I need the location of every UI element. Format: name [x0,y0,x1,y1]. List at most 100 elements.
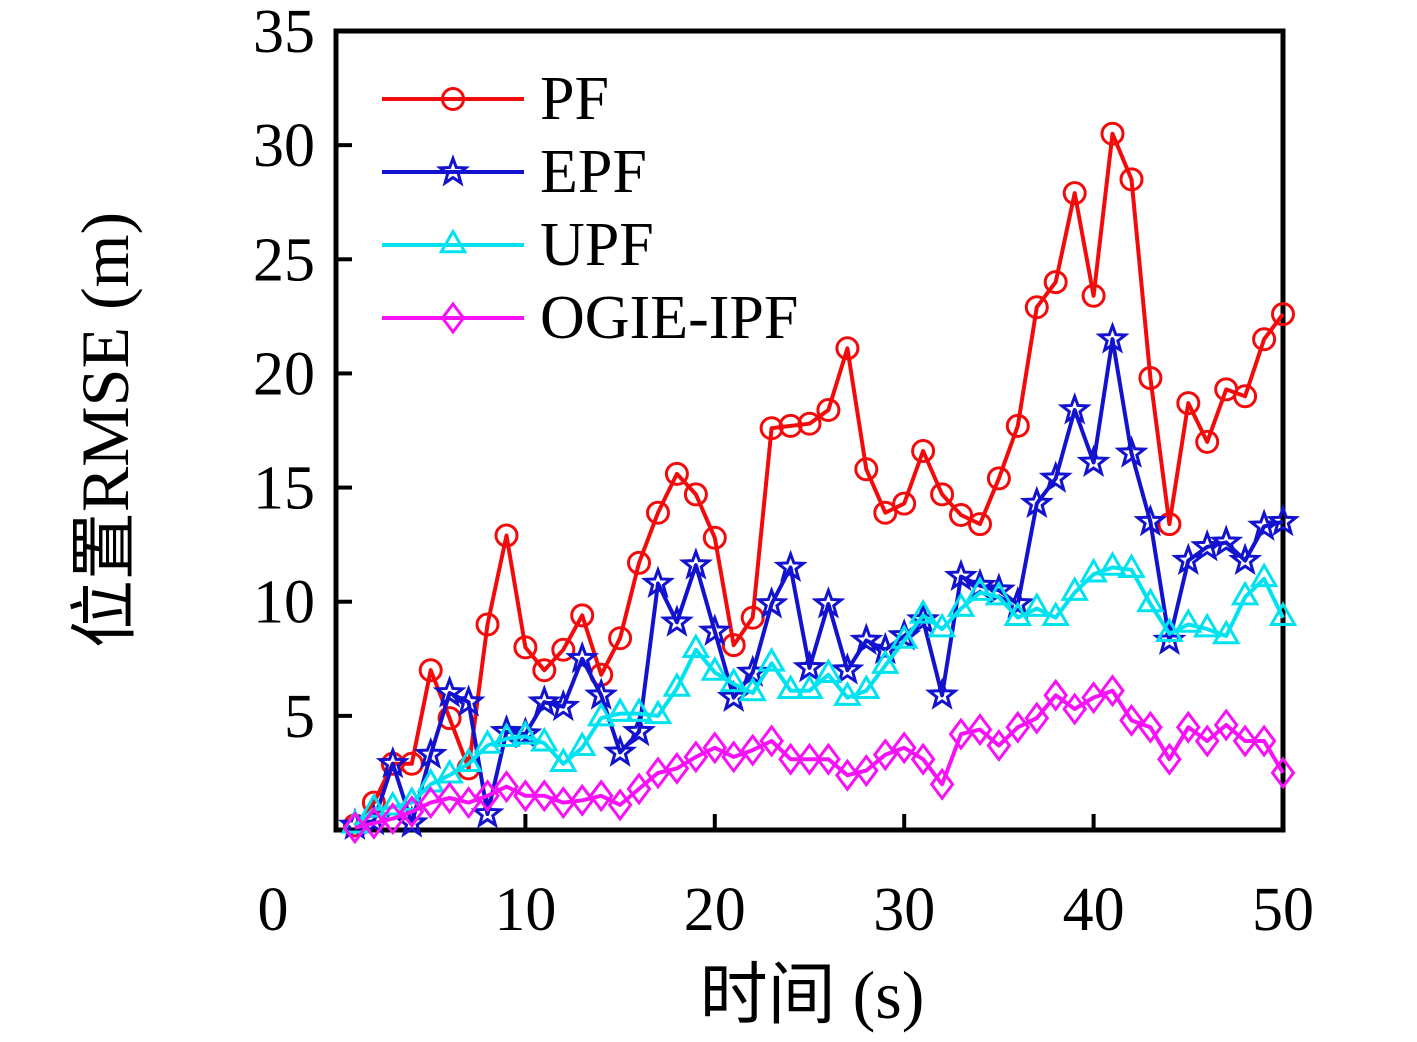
marker-PF [759,416,784,441]
marker-OGIE-IPF [1157,742,1182,776]
marker-EPF [1171,542,1206,576]
marker-PF [930,482,955,507]
marker-UPF [946,592,976,617]
marker-EPF [584,677,619,710]
marker-EPF [1209,524,1244,557]
marker-OGIE-IPF [910,742,936,776]
marker-UPF [927,612,957,638]
y-tick-label: 25 [253,226,315,294]
legend-label: UPF [540,210,654,279]
marker-PF [513,635,538,660]
marker-EPF [811,586,846,619]
marker-PF [683,482,708,507]
marker-EPF [925,677,960,710]
marker-OGIE-IPF [531,779,557,813]
y-tick-label: 5 [284,683,315,751]
marker-PF [1138,366,1163,390]
marker-EPF [451,684,486,717]
x-tick-label: 10 [494,876,556,944]
marker-EPF [470,796,505,829]
marker-OGIE-IPF [1251,724,1277,758]
marker-UPF [795,674,824,699]
marker-UPF [1041,601,1070,626]
marker-OGIE-IPF [588,779,614,813]
marker-UPF [511,719,540,745]
marker-PF [1119,167,1144,192]
marker-EPF [413,736,448,770]
legend-marker-circle-icon [382,86,524,111]
marker-OGIE-IPF [475,779,500,813]
marker-PF [721,633,746,658]
marker-EPF [527,684,562,717]
marker-EPF [792,650,827,683]
marker-OGIE-IPF [853,754,879,788]
legend-item-UPF: UPF [378,208,798,281]
marker-OGIE-IPF [626,772,652,806]
marker-OGIE-IPF [437,781,462,815]
marker-UPF [1117,553,1146,579]
marker-OGIE-IPF [759,724,784,758]
marker-OGIE-IPF [986,729,1012,762]
marker-PF [532,658,557,683]
marker-OGIE-IPF [494,770,519,804]
marker-UPF [738,676,767,702]
marker-OGIE-IPF [891,731,917,765]
marker-OGIE-IPF [816,742,841,776]
marker-UPF [1022,592,1052,617]
y-tick-label: 10 [253,569,315,637]
marker-UPF [662,671,692,697]
y-tick-label: 20 [253,340,315,408]
marker-UPF [871,649,900,674]
marker-PF [627,550,651,575]
marker-PF [1062,181,1087,206]
marker-EPF [546,688,581,722]
x-axis-title: 时间 (s) [699,957,925,1033]
marker-EPF [1114,435,1149,468]
marker-PF [437,706,462,731]
marker-OGIE-IPF [1119,703,1144,737]
marker-PF [892,491,917,516]
marker-UPF [1174,607,1203,633]
x-tick-label: 50 [1252,876,1314,944]
x-tick-label: 40 [1063,876,1125,944]
x-tick-label: 0 [258,876,289,944]
legend-label: OGIE-IPF [540,283,799,352]
marker-OGIE-IPF [399,795,425,829]
marker-EPF [773,549,808,582]
marker-PF [968,512,992,537]
marker-UPF [378,790,408,816]
marker-EPF [1057,392,1092,425]
marker-EPF [678,547,713,580]
marker-EPF [1266,503,1300,537]
marker-UPF [776,674,805,699]
marker-OGIE-IPF [1175,710,1201,744]
marker-UPF [681,633,711,658]
marker-PF [1233,384,1258,409]
marker-UPF [814,658,843,684]
marker-PF [835,336,860,361]
plot-box [333,28,1286,833]
marker-PF [1005,413,1030,438]
marker-UPF [605,697,635,722]
marker-UPF [567,731,597,757]
marker-PF [475,612,500,637]
marker-PF [911,439,936,463]
marker-PF [1157,512,1182,537]
marker-OGIE-IPF [683,740,709,774]
marker-UPF [984,580,1014,606]
marker-OGIE-IPF [1043,678,1069,712]
marker-PF [873,500,898,525]
marker-UPF [549,747,578,773]
marker-PF [418,658,443,683]
marker-OGIE-IPF [1194,724,1220,758]
marker-UPF [624,697,654,722]
series-OGIE-IPF [342,674,1296,845]
marker-UPF [1079,557,1108,583]
marker-OGIE-IPF [1062,692,1088,726]
legend-item-OGIE-IPF: OGIE-IPF [378,281,798,354]
marker-OGIE-IPF [721,740,747,774]
legend-label: EPF [540,137,647,206]
marker-UPF [1060,576,1089,601]
